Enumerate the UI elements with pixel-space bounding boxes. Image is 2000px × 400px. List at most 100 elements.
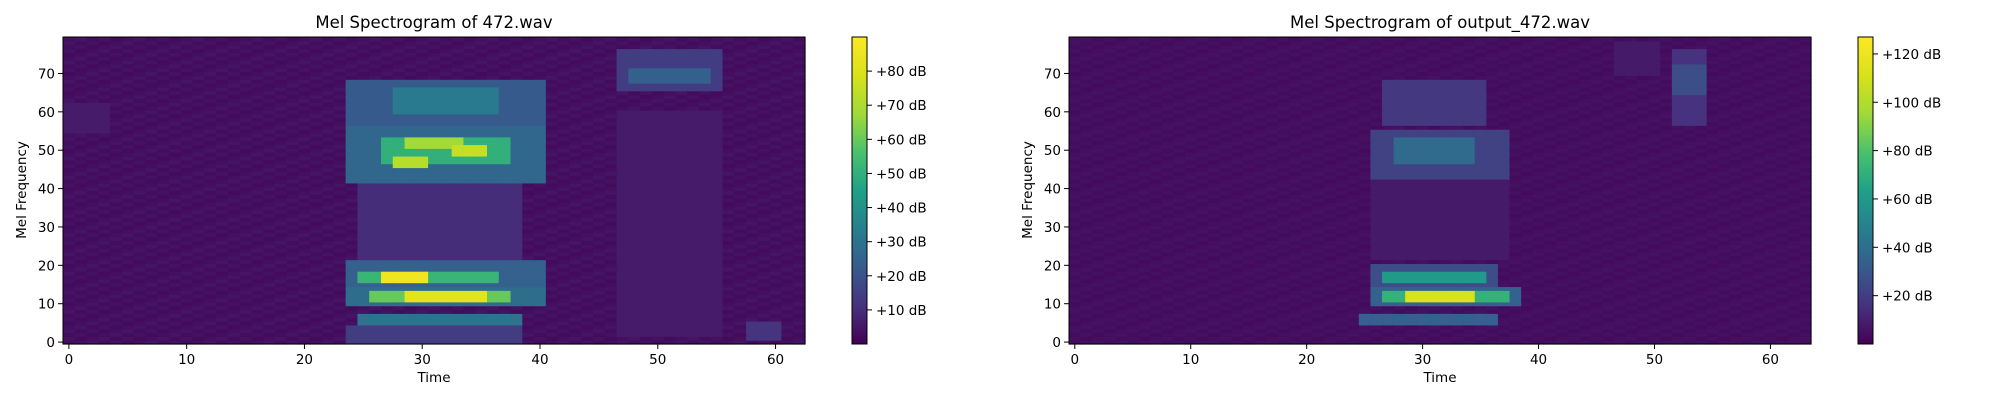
heatmap-cell <box>357 175 370 180</box>
heatmap-cell <box>157 236 170 241</box>
heatmap-cell <box>428 282 441 288</box>
heatmap-cell <box>345 109 359 115</box>
heatmap-cell <box>275 274 288 280</box>
heatmap-cell <box>310 248 323 253</box>
heatmap-cell <box>510 313 523 318</box>
heatmap-cell <box>628 305 641 311</box>
heatmap-cell <box>628 98 641 103</box>
heatmap-cell <box>98 324 111 330</box>
heatmap-cell <box>263 86 276 92</box>
heatmap-cell <box>439 71 453 76</box>
heatmap-cell <box>310 324 323 330</box>
heatmap-cell <box>463 90 476 96</box>
heatmap-cell <box>310 83 323 88</box>
heatmap-cell <box>722 228 735 234</box>
heatmap-cell <box>675 294 688 299</box>
heatmap-cell <box>286 136 300 142</box>
heatmap-cell <box>593 125 606 130</box>
heatmap-cell <box>675 121 688 126</box>
heatmap-cell <box>510 324 523 330</box>
heatmap-cell <box>628 148 641 153</box>
heatmap-cell <box>522 259 535 265</box>
heatmap-cell <box>510 132 523 138</box>
heatmap-cell <box>640 167 653 172</box>
heatmap-cell <box>710 175 724 180</box>
heatmap-cell <box>63 205 76 211</box>
heatmap-cell <box>722 86 735 92</box>
heatmap-cell <box>63 125 76 130</box>
heatmap-cell <box>381 217 394 222</box>
heatmap-cell <box>275 282 288 288</box>
heatmap-cell <box>757 102 771 107</box>
heatmap-cell <box>110 209 123 215</box>
heatmap-cell <box>251 113 264 119</box>
heatmap-cell <box>793 263 806 268</box>
heatmap-cell <box>298 136 311 142</box>
heatmap-cell <box>345 282 359 288</box>
heatmap-cell <box>769 251 783 257</box>
heatmap-cell <box>534 94 547 99</box>
heatmap-cell <box>63 202 76 207</box>
heatmap-cell <box>687 340 700 345</box>
heatmap-cell <box>545 198 559 203</box>
heatmap-cell <box>169 255 182 261</box>
heatmap-cell <box>687 236 700 241</box>
heatmap-cell <box>616 86 629 92</box>
heatmap-cell <box>381 163 394 169</box>
heatmap-cell <box>286 56 300 61</box>
heatmap-cell <box>687 228 700 234</box>
heatmap-cell <box>628 313 641 318</box>
heatmap-cell <box>251 60 264 65</box>
heatmap-cell <box>557 94 571 99</box>
heatmap-cell <box>416 167 429 172</box>
heatmap-cell <box>487 248 500 253</box>
heatmap-cell <box>133 159 147 165</box>
heatmap-cell <box>428 236 441 241</box>
heatmap-cell <box>98 259 111 265</box>
heatmap-cell <box>263 175 276 180</box>
heatmap-cell <box>581 301 594 307</box>
heatmap-cell <box>769 109 783 115</box>
heatmap-cell <box>451 117 465 123</box>
heatmap-cell <box>192 155 205 161</box>
heatmap-cell <box>510 117 523 123</box>
heatmap-cell <box>275 48 288 53</box>
heatmap-cell <box>687 328 700 334</box>
heatmap-cell <box>439 56 453 61</box>
heatmap-cell <box>298 159 311 165</box>
heatmap-cell <box>569 290 582 295</box>
heatmap-cell <box>404 202 417 207</box>
heatmap-cell <box>369 251 382 257</box>
heatmap-cell <box>133 37 147 42</box>
heatmap-cell <box>616 305 629 311</box>
heatmap-cell <box>298 294 311 299</box>
heatmap-cell <box>204 102 217 107</box>
heatmap-cell <box>722 263 735 268</box>
heatmap-cell <box>746 309 759 314</box>
heatmap-cell <box>663 117 677 123</box>
heatmap-cell <box>416 79 429 84</box>
heatmap-cell <box>487 152 500 157</box>
heatmap-cell <box>498 140 512 146</box>
heatmap-cell <box>110 171 123 176</box>
heatmap-cell <box>781 182 794 188</box>
heatmap-cell <box>180 83 194 88</box>
heatmap-cell <box>145 259 158 265</box>
heatmap-cell <box>63 198 76 203</box>
heatmap-cell <box>392 117 406 123</box>
heatmap-cell <box>298 274 311 280</box>
heatmap-cell <box>275 71 288 76</box>
heatmap-cell <box>381 274 394 280</box>
heatmap-cell <box>498 44 512 50</box>
heatmap-cell <box>110 274 123 280</box>
heatmap-cell <box>710 320 724 326</box>
heatmap-cell <box>428 259 441 265</box>
heatmap-cell <box>404 274 417 280</box>
heatmap-cell <box>510 136 523 142</box>
heatmap-cell <box>63 317 76 322</box>
heatmap-cell <box>275 90 288 96</box>
heatmap-cell <box>251 278 264 284</box>
heatmap-cell <box>699 297 712 303</box>
heatmap-cell <box>157 190 170 195</box>
heatmap-cell <box>769 125 783 130</box>
